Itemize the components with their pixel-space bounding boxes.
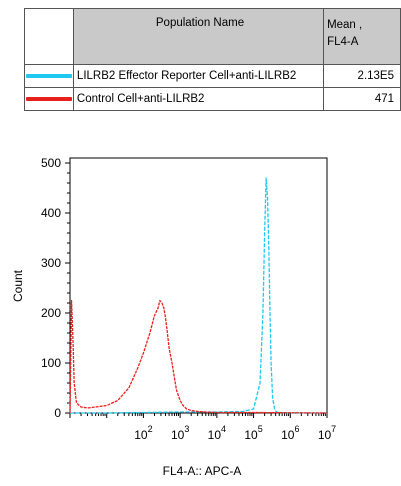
legend-population-name: Control Cell+anti-LILRB2	[72, 87, 325, 111]
x-tick-label: 102	[134, 424, 152, 442]
y-tick-label: 500	[41, 156, 61, 170]
legend-row: Control Cell+anti-LILRB2 471	[24, 87, 401, 111]
x-tick-label: 103	[171, 424, 189, 442]
legend-mean-value: 471	[323, 87, 401, 111]
y-axis-label: Count	[11, 269, 25, 302]
y-tick-label: 100	[41, 356, 61, 370]
y-tick-label: 200	[41, 306, 61, 320]
y-tick-label: 0	[54, 406, 61, 420]
series-line-effector	[70, 177, 327, 414]
legend-swatch-cell	[24, 64, 74, 88]
y-tick-label: 300	[41, 256, 61, 270]
x-tick-label: 104	[208, 424, 226, 442]
series-line-control	[69, 299, 328, 414]
legend-header-mean-line2: FL4-A	[327, 36, 359, 48]
x-tick-label: 106	[281, 424, 299, 442]
x-tick-label: 105	[244, 424, 262, 442]
plot-layer: 0 100 200 300 400 500 102 103 104 105 106 107	[41, 156, 336, 442]
legend-header-swatch-cell	[24, 8, 74, 65]
legend-swatch-line	[25, 74, 72, 78]
legend-swatch-line	[25, 97, 72, 101]
plot-frame	[69, 157, 328, 414]
legend-header-mean: Mean , FL4-A	[323, 8, 401, 65]
legend-header-mean-line1: Mean ,	[327, 19, 363, 31]
legend-row: LILRB2 Effector Reporter Cell+anti-LILRB…	[24, 64, 401, 88]
legend-swatch-cell	[24, 87, 74, 111]
x-tick-label: 107	[318, 424, 336, 442]
legend-mean-value: 2.13E5	[323, 64, 401, 88]
legend-table: Population Name Mean , FL4-A LILRB2 Effe…	[24, 8, 401, 111]
y-tick-label: 400	[41, 206, 61, 220]
x-axis-label: FL4-A:: APC-A	[163, 464, 242, 478]
